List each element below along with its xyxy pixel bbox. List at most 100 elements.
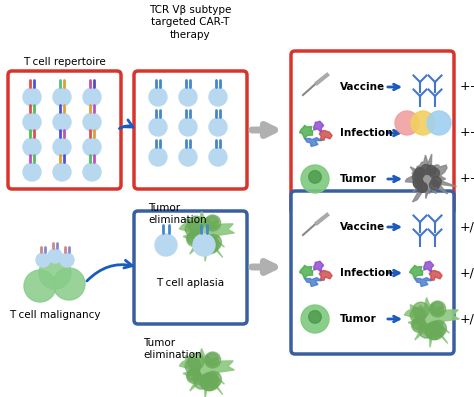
Polygon shape (300, 266, 313, 278)
Circle shape (209, 118, 227, 136)
Polygon shape (414, 278, 432, 287)
Circle shape (309, 171, 321, 183)
Text: T cell aplasia: T cell aplasia (156, 278, 224, 288)
Circle shape (149, 88, 167, 106)
Text: T cell repertoire: T cell repertoire (23, 57, 106, 67)
Polygon shape (424, 261, 434, 272)
Circle shape (48, 249, 62, 263)
Polygon shape (319, 130, 332, 140)
Circle shape (431, 177, 441, 187)
Circle shape (23, 113, 41, 131)
Circle shape (413, 177, 423, 188)
FancyBboxPatch shape (8, 71, 121, 189)
Circle shape (205, 352, 220, 368)
Circle shape (53, 138, 71, 156)
Circle shape (205, 234, 221, 251)
Circle shape (187, 232, 201, 247)
Circle shape (155, 234, 177, 256)
Text: +/-: +/- (460, 220, 474, 233)
Text: +++: +++ (460, 173, 474, 185)
Circle shape (413, 302, 429, 318)
Circle shape (23, 88, 41, 106)
Polygon shape (410, 266, 423, 278)
Circle shape (53, 113, 71, 131)
FancyBboxPatch shape (291, 51, 454, 214)
Text: T cell malignancy: T cell malignancy (9, 310, 101, 320)
Circle shape (39, 257, 71, 289)
Circle shape (179, 118, 197, 136)
Circle shape (412, 172, 422, 182)
Circle shape (414, 179, 424, 189)
Circle shape (426, 322, 444, 340)
Text: Tumor
elimination: Tumor elimination (143, 338, 201, 360)
Circle shape (201, 372, 219, 391)
Circle shape (36, 253, 50, 267)
Circle shape (419, 324, 433, 338)
Circle shape (410, 307, 426, 323)
Circle shape (395, 111, 419, 135)
Text: +++: +++ (460, 81, 474, 94)
Circle shape (83, 163, 101, 181)
Circle shape (429, 168, 439, 178)
Circle shape (60, 253, 74, 267)
Circle shape (414, 169, 424, 179)
Text: Infection: Infection (340, 268, 392, 278)
Circle shape (411, 111, 435, 135)
Circle shape (412, 318, 425, 330)
FancyBboxPatch shape (291, 191, 454, 354)
Polygon shape (404, 298, 459, 347)
Circle shape (431, 303, 444, 315)
Circle shape (200, 237, 217, 254)
Circle shape (193, 234, 215, 256)
Text: +/-: +/- (460, 266, 474, 279)
Text: Tumor: Tumor (340, 174, 377, 184)
Circle shape (179, 148, 197, 166)
Polygon shape (405, 154, 456, 202)
Circle shape (185, 222, 201, 237)
Text: Infection: Infection (340, 128, 392, 138)
Circle shape (179, 88, 197, 106)
Text: Tumor: Tumor (340, 314, 377, 324)
Circle shape (421, 164, 431, 174)
Circle shape (309, 310, 321, 323)
Circle shape (301, 305, 329, 333)
Circle shape (426, 165, 436, 175)
Circle shape (23, 163, 41, 181)
Text: Vaccine: Vaccine (340, 222, 385, 232)
Circle shape (417, 182, 427, 192)
FancyBboxPatch shape (134, 71, 247, 189)
Circle shape (24, 270, 56, 302)
Text: Vaccine: Vaccine (340, 82, 385, 92)
Text: TCR Vβ subtype
targeted CAR-T
therapy: TCR Vβ subtype targeted CAR-T therapy (149, 5, 232, 40)
Circle shape (187, 369, 201, 384)
Circle shape (206, 216, 219, 229)
Polygon shape (314, 261, 324, 272)
Polygon shape (304, 278, 322, 287)
Polygon shape (314, 121, 324, 132)
Circle shape (425, 323, 442, 339)
Circle shape (83, 88, 101, 106)
Circle shape (53, 88, 71, 106)
Circle shape (411, 318, 426, 332)
Circle shape (429, 180, 439, 190)
Circle shape (206, 353, 219, 366)
Circle shape (188, 353, 204, 370)
Polygon shape (179, 212, 234, 261)
Circle shape (83, 113, 101, 131)
Circle shape (427, 111, 451, 135)
Polygon shape (179, 349, 234, 397)
Circle shape (194, 375, 208, 389)
Circle shape (53, 163, 71, 181)
Circle shape (430, 320, 447, 337)
Circle shape (149, 148, 167, 166)
Circle shape (205, 215, 220, 231)
Circle shape (201, 235, 219, 254)
Polygon shape (429, 270, 442, 280)
Circle shape (200, 374, 217, 391)
Polygon shape (304, 138, 322, 146)
Circle shape (430, 301, 446, 317)
Polygon shape (300, 125, 313, 138)
Text: Tumor
elimination: Tumor elimination (148, 203, 207, 225)
Polygon shape (319, 270, 332, 280)
Circle shape (301, 165, 329, 193)
